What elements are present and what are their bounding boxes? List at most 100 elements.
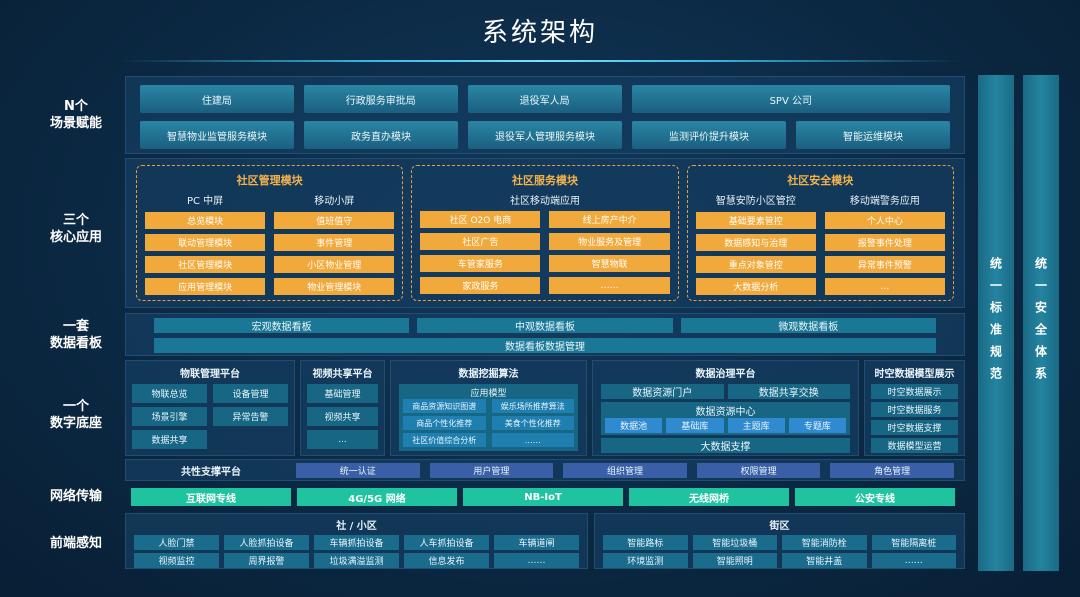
core-item[interactable]: 小区物业管理 — [274, 256, 395, 273]
device-item[interactable]: 智能路标 — [603, 535, 688, 550]
core-item[interactable]: … — [824, 278, 945, 295]
dashboard-data-management[interactable]: 数据看板数据管理 — [154, 338, 936, 353]
core-item[interactable]: …… — [549, 277, 670, 294]
core-item[interactable]: 联动管理模块 — [145, 234, 266, 251]
mining-item[interactable]: 社区价值综合分析 — [403, 433, 486, 447]
video-item[interactable]: 基础管理 — [307, 384, 378, 403]
mining-item[interactable]: 商品个性化推荐 — [403, 416, 486, 430]
device-item[interactable]: 人脸抓拍设备 — [224, 535, 309, 550]
dashboard-item[interactable]: 宏观数据看板 — [154, 318, 410, 333]
core-item[interactable]: 社区 O2O 电商 — [420, 211, 541, 228]
device-item[interactable]: 垃圾满溢监测 — [314, 553, 399, 568]
iot-item[interactable]: 物联总览 — [132, 384, 207, 403]
device-item[interactable]: 智能井盖 — [782, 553, 867, 568]
digital-base-layer: 物联管理平台 物联总览 设备管理 场景引擎 异常告警 数据共享 视频共享平台 基础管理视… — [125, 360, 965, 456]
gov-title: 数据治理平台 — [695, 369, 756, 380]
core-item[interactable]: 车管家服务 — [420, 255, 541, 272]
scene-button[interactable]: 退役军人局 — [467, 85, 622, 113]
dashboard-item[interactable]: 中观数据看板 — [417, 318, 673, 333]
iot-item[interactable]: 异常告警 — [213, 407, 288, 426]
scene-button[interactable]: 行政服务审批局 — [303, 85, 458, 113]
network-item[interactable]: 无线网桥 — [629, 488, 789, 506]
community-title: 社 / 小区 — [336, 521, 377, 532]
device-item[interactable]: 视频监控 — [134, 553, 219, 568]
spatiotemporal-item[interactable]: 时空数据支撑 — [871, 420, 958, 435]
common-item[interactable]: 权限管理 — [696, 462, 821, 478]
scene-button[interactable]: SPV 公司 — [631, 85, 950, 113]
data-library[interactable]: 主题库 — [727, 418, 785, 433]
gov-item[interactable]: 数据资源门户 — [601, 384, 724, 399]
device-item[interactable]: 车辆道闸 — [494, 535, 579, 550]
common-item[interactable]: 用户管理 — [429, 462, 554, 478]
common-title: 共性支撑平台 — [181, 466, 241, 478]
dashboard-layer: 宏观数据看板 中观数据看板 微观数据看板 数据看板数据管理 — [125, 313, 965, 356]
network-item[interactable]: 公安专线 — [795, 488, 955, 506]
core-item[interactable]: 物业管理模块 — [274, 278, 395, 295]
spatiotemporal-item[interactable]: 时空数据服务 — [871, 402, 958, 417]
device-item[interactable]: 环境监测 — [603, 553, 688, 568]
video-item[interactable]: ... — [307, 430, 378, 449]
device-item[interactable]: …… — [871, 553, 956, 568]
network-item[interactable]: 4G/5G 网络 — [297, 488, 457, 506]
scene-button[interactable]: 智能运维模块 — [796, 121, 950, 149]
common-item[interactable]: 角色管理 — [830, 462, 954, 478]
device-item[interactable]: 智能隔离桩 — [871, 535, 956, 550]
big-data-support[interactable]: 大数据支撑 — [601, 438, 850, 453]
video-title: 视频共享平台 — [312, 369, 373, 380]
video-item[interactable]: 视频共享 — [307, 407, 378, 426]
device-item[interactable]: 周界报警 — [224, 553, 309, 568]
scene-button[interactable]: 住建局 — [140, 85, 294, 113]
core-subtitle: PC 中屏 — [186, 196, 224, 207]
iot-platform: 物联管理平台 物联总览 设备管理 场景引擎 异常告警 数据共享 — [125, 360, 295, 456]
iot-item[interactable]: 数据共享 — [132, 430, 207, 449]
iot-item[interactable]: 场景引擎 — [132, 407, 207, 426]
core-item[interactable]: 异常事件预警 — [824, 256, 945, 273]
device-item[interactable]: 信息发布 — [404, 553, 489, 568]
core-item[interactable]: 社区管理模块 — [145, 256, 266, 273]
common-item[interactable]: 组织管理 — [563, 462, 687, 478]
core-item[interactable]: 值班值守 — [274, 212, 395, 229]
core-module-title: 社区管理模块 — [236, 174, 303, 187]
network-item[interactable]: NB-IoT — [463, 488, 623, 506]
mining-item[interactable]: 商品资源知识图谱 — [403, 399, 486, 413]
spatiotemporal-item[interactable]: 数据模型运营 — [871, 438, 958, 453]
scene-button[interactable]: 智慧物业监管服务模块 — [140, 121, 294, 149]
scene-button[interactable]: 退役军人管理服务模块 — [468, 121, 622, 149]
video-platform: 视频共享平台 基础管理视频共享... — [300, 360, 385, 456]
core-item[interactable]: 重点对象管控 — [695, 256, 816, 273]
mining-item[interactable]: 美食个性化推荐 — [491, 416, 574, 430]
core-item[interactable]: 大数据分析 — [695, 278, 816, 295]
spatiotemporal-item[interactable]: 时空数据展示 — [871, 384, 958, 399]
device-item[interactable]: …… — [494, 553, 579, 568]
iot-item[interactable]: 设备管理 — [213, 384, 288, 403]
data-library[interactable]: 专题库 — [788, 418, 846, 433]
mining-item[interactable]: 娱乐场所推荐算法 — [491, 399, 574, 413]
core-item[interactable]: 事件管理 — [274, 234, 395, 251]
core-item[interactable]: 应用管理模块 — [145, 278, 266, 295]
core-item[interactable]: 报警事件处理 — [824, 234, 945, 251]
core-item[interactable]: 家政服务 — [420, 277, 541, 294]
core-item[interactable]: 物业服务及管理 — [549, 233, 670, 250]
mining-item[interactable]: …… — [491, 433, 574, 447]
device-item[interactable]: 智能垃圾桶 — [692, 535, 777, 550]
scene-button[interactable]: 监测评价提升模块 — [632, 121, 786, 149]
core-item[interactable]: 社区广告 — [420, 233, 541, 250]
core-item[interactable]: 个人中心 — [824, 212, 945, 229]
gov-item[interactable]: 数据共享交换 — [727, 384, 850, 399]
data-library[interactable]: 基础库 — [666, 418, 724, 433]
core-item[interactable]: 智慧物联 — [549, 255, 670, 272]
data-library[interactable]: 数据池 — [605, 418, 663, 433]
device-item[interactable]: 智能消防栓 — [782, 535, 867, 550]
network-item[interactable]: 互联网专线 — [131, 488, 291, 506]
core-item[interactable]: 总览模块 — [145, 212, 266, 229]
scene-button[interactable]: 政务直办模块 — [304, 121, 458, 149]
core-item[interactable]: 线上房产中介 — [549, 211, 670, 228]
core-item[interactable]: 数据感知与治理 — [695, 234, 816, 251]
common-item[interactable]: 统一认证 — [296, 462, 420, 478]
core-item[interactable]: 基础要素管控 — [695, 212, 816, 229]
device-item[interactable]: 人车抓拍设备 — [404, 535, 489, 550]
device-item[interactable]: 智能照明 — [692, 553, 777, 568]
dashboard-item[interactable]: 微观数据看板 — [680, 318, 936, 333]
device-item[interactable]: 人脸门禁 — [134, 535, 219, 550]
device-item[interactable]: 车辆抓拍设备 — [314, 535, 399, 550]
